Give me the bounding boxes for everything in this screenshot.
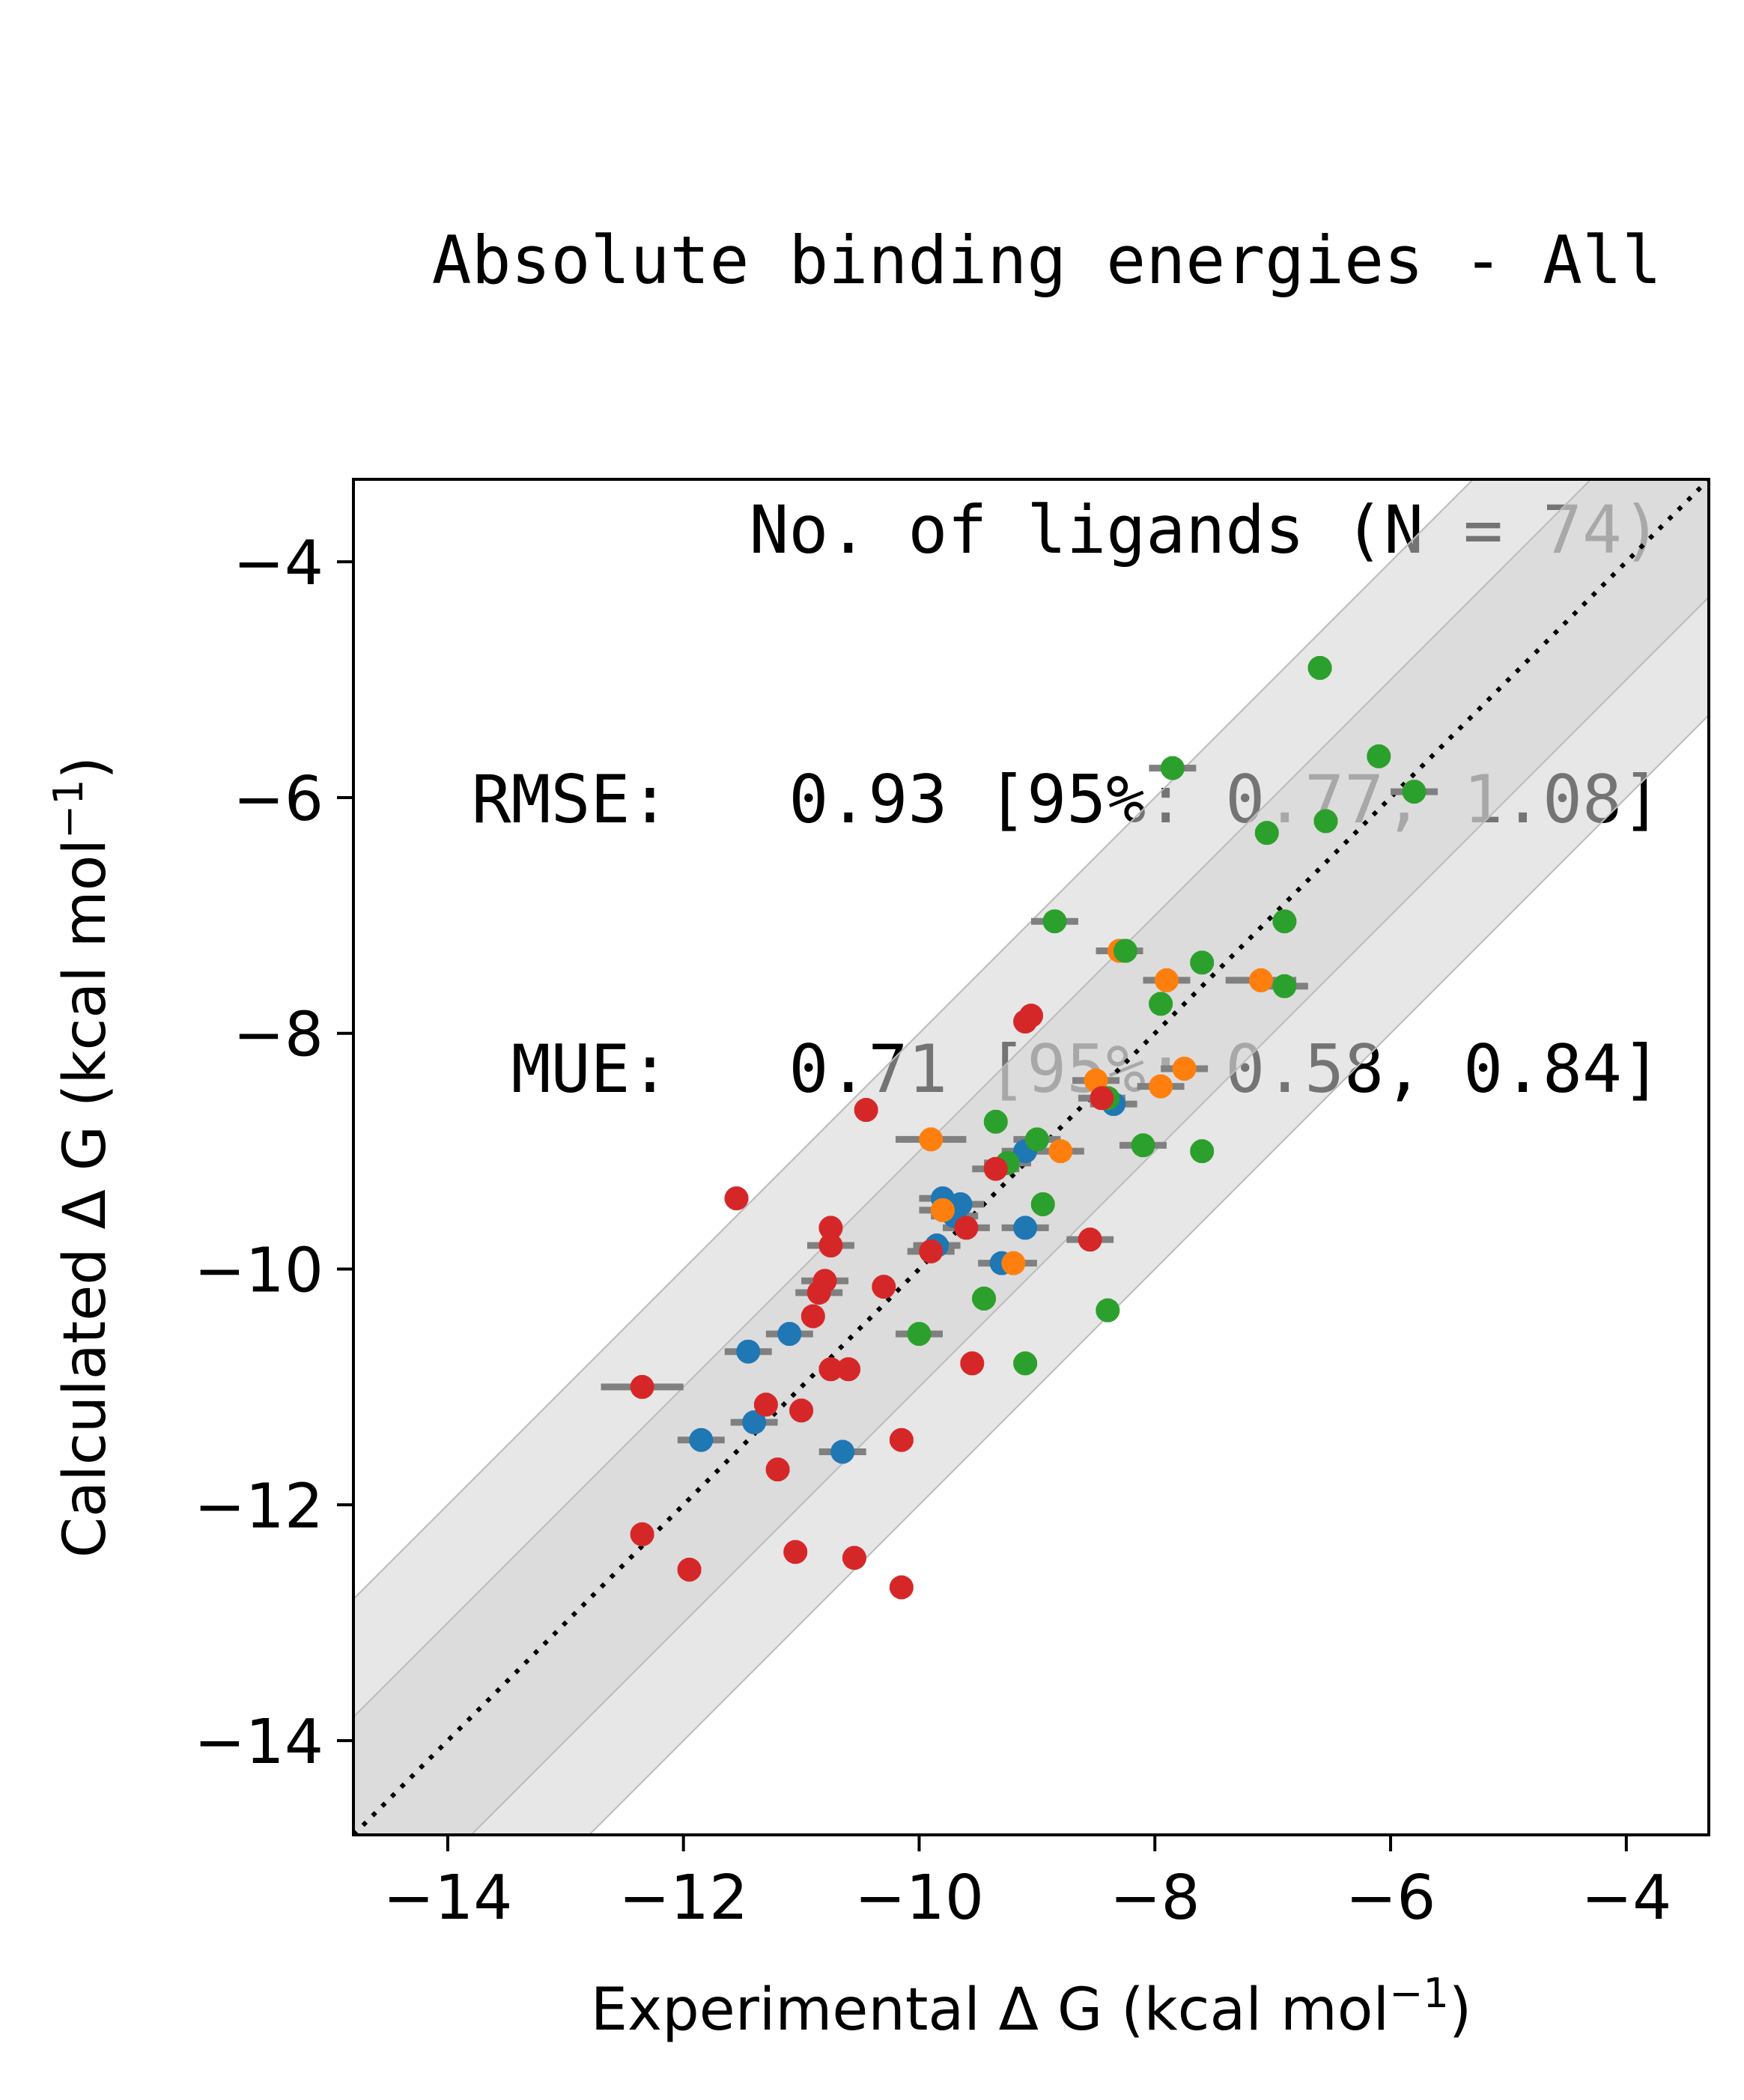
data-point-green bbox=[1030, 1192, 1055, 1216]
y-tick-label: −8 bbox=[233, 1000, 323, 1071]
y-tick-label: −12 bbox=[194, 1471, 323, 1542]
y-tick-label: −14 bbox=[194, 1707, 323, 1778]
data-point-green bbox=[1113, 938, 1137, 963]
data-point-red bbox=[960, 1351, 985, 1376]
data-points bbox=[630, 655, 1427, 1600]
data-point-red bbox=[783, 1540, 808, 1565]
plot-frame bbox=[352, 478, 1710, 1836]
data-point-orange bbox=[919, 1127, 944, 1152]
chart-title: Absolute binding energies - All bbox=[431, 222, 1662, 299]
data-point-blue bbox=[742, 1410, 767, 1435]
data-point-red bbox=[889, 1575, 914, 1600]
y-tick-label: −4 bbox=[233, 528, 323, 599]
data-point-green bbox=[1272, 974, 1297, 998]
data-point-red bbox=[753, 1392, 778, 1417]
data-point-green bbox=[983, 1109, 1008, 1134]
data-point-green bbox=[1096, 1298, 1120, 1323]
data-point-red bbox=[842, 1546, 866, 1571]
x-axis-label: Experimental Δ G (kcal mol−1) bbox=[591, 1970, 1472, 2044]
data-point-red bbox=[1019, 1004, 1043, 1028]
data-point-red bbox=[630, 1374, 654, 1399]
data-point-green bbox=[1024, 1127, 1049, 1152]
data-point-red bbox=[818, 1233, 843, 1258]
data-point-red bbox=[1078, 1227, 1102, 1252]
data-point-red bbox=[919, 1239, 944, 1263]
x-axis-label-close: ) bbox=[1449, 1976, 1471, 2044]
data-point-green bbox=[1307, 655, 1332, 680]
data-point-green bbox=[1367, 744, 1391, 768]
data-point-orange bbox=[1172, 1056, 1197, 1081]
y-axis-label-main: Calculated Δ G (kcal mol bbox=[52, 839, 119, 1558]
x-tick-label: −8 bbox=[1110, 1863, 1200, 1934]
data-point-red bbox=[836, 1357, 861, 1382]
data-point-orange bbox=[1149, 1074, 1173, 1099]
data-point-red bbox=[800, 1304, 825, 1329]
data-point-orange bbox=[930, 1198, 955, 1222]
data-point-red bbox=[954, 1216, 979, 1240]
data-point-blue bbox=[830, 1439, 855, 1464]
data-point-green bbox=[1160, 756, 1185, 780]
x-axis-label-exp: −1 bbox=[1389, 1970, 1449, 2017]
data-point-red bbox=[818, 1357, 843, 1382]
y-tick-label: −10 bbox=[194, 1236, 323, 1307]
x-tick-label: −12 bbox=[619, 1863, 748, 1934]
data-point-red bbox=[789, 1398, 814, 1423]
x-axis-ticks: −14 −12 −10 −8 −6 −4 bbox=[383, 1835, 1671, 1934]
data-point-blue bbox=[777, 1322, 802, 1347]
data-point-red bbox=[983, 1156, 1008, 1181]
data-point-green bbox=[972, 1286, 997, 1311]
data-point-orange bbox=[1001, 1251, 1026, 1275]
data-point-orange bbox=[1155, 968, 1179, 992]
data-point-green bbox=[1272, 909, 1297, 934]
data-point-red bbox=[889, 1427, 914, 1452]
data-point-blue bbox=[1013, 1216, 1038, 1240]
data-point-red bbox=[806, 1281, 831, 1305]
y-axis-label: Calculated Δ G (kcal mol−1) bbox=[45, 756, 119, 1558]
data-point-orange bbox=[1248, 968, 1273, 992]
data-point-red bbox=[765, 1457, 790, 1482]
data-point-green bbox=[1254, 821, 1279, 846]
data-point-green bbox=[1149, 992, 1173, 1016]
data-point-red bbox=[1090, 1086, 1114, 1111]
x-tick-label: −6 bbox=[1346, 1863, 1436, 1934]
data-point-green bbox=[1190, 950, 1215, 975]
data-point-green bbox=[1042, 909, 1067, 934]
y-tick-label: −6 bbox=[233, 764, 323, 835]
data-point-red bbox=[630, 1522, 654, 1547]
y-axis-label-close: ) bbox=[52, 756, 119, 779]
x-tick-label: −10 bbox=[854, 1863, 984, 1934]
data-point-green bbox=[1313, 809, 1338, 834]
data-point-red bbox=[872, 1275, 896, 1299]
data-point-red bbox=[724, 1186, 749, 1211]
data-point-green bbox=[1190, 1139, 1215, 1164]
data-point-blue bbox=[736, 1339, 761, 1364]
x-axis-label-main: Experimental Δ G (kcal mol bbox=[591, 1976, 1389, 2044]
data-point-green bbox=[1131, 1133, 1155, 1158]
data-point-green bbox=[1402, 780, 1427, 804]
x-tick-label: −4 bbox=[1581, 1863, 1671, 1934]
data-point-red bbox=[818, 1216, 843, 1240]
data-point-green bbox=[907, 1322, 932, 1347]
data-point-blue bbox=[689, 1427, 714, 1452]
data-point-orange bbox=[1048, 1139, 1073, 1164]
x-tick-label: −14 bbox=[383, 1863, 512, 1934]
data-point-red bbox=[677, 1557, 702, 1582]
y-axis-ticks: −14 −12 −10 −8 −6 −4 bbox=[194, 528, 353, 1778]
data-point-red bbox=[854, 1098, 878, 1123]
y-axis-label-exp: −1 bbox=[45, 779, 92, 839]
data-point-green bbox=[1013, 1351, 1038, 1376]
